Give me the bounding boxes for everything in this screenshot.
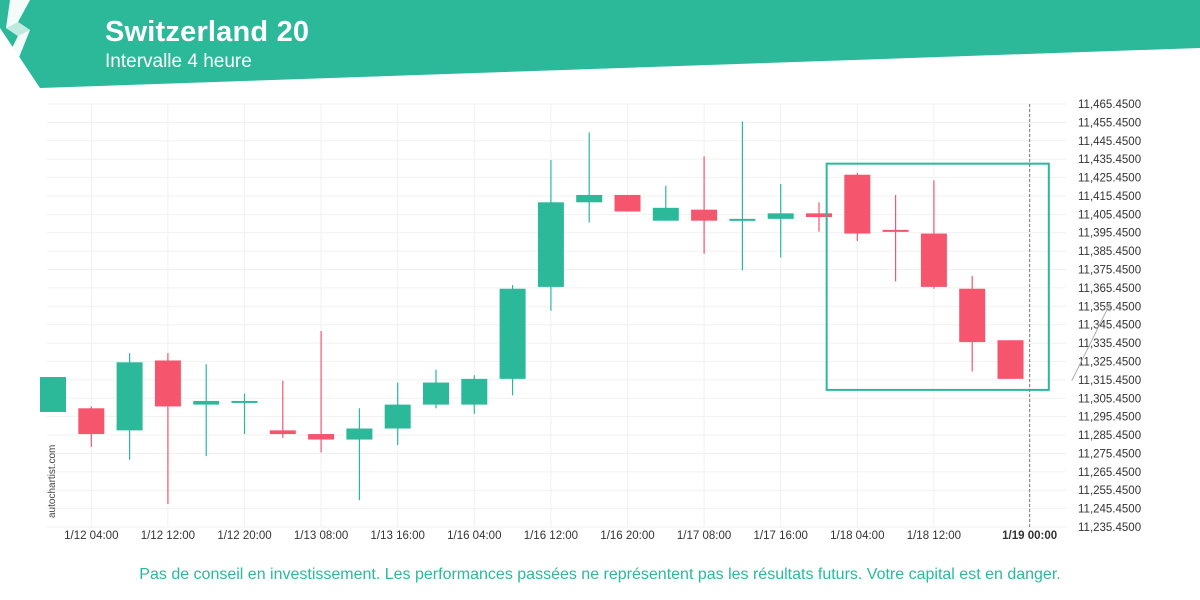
candle-body	[806, 213, 832, 218]
candle-body	[116, 362, 143, 431]
candle-body	[154, 360, 181, 407]
y-tick-label: 11,315.4500	[1078, 375, 1141, 387]
x-tick-label: 1/13 16:00	[371, 530, 425, 542]
y-tick-label: 11,275.4500	[1078, 448, 1141, 460]
candle-body	[882, 229, 909, 232]
y-tick-label: 11,255.4500	[1078, 485, 1141, 497]
candle-body	[691, 209, 718, 221]
y-tick-label: 11,325.4500	[1078, 356, 1141, 368]
y-tick-label: 11,245.4500	[1078, 504, 1141, 516]
x-tick-label: 1/16 12:00	[524, 530, 578, 542]
x-tick-label: 1/16 20:00	[600, 530, 654, 542]
candle-body	[997, 340, 1024, 379]
y-tick-label: 11,395.4500	[1078, 228, 1141, 240]
y-tick-label: 11,335.4500	[1078, 338, 1141, 350]
projection-arrow-line	[1071, 303, 1111, 381]
header-background	[0, 0, 1200, 88]
candle-body	[308, 434, 335, 440]
y-tick-label: 11,295.4500	[1078, 412, 1141, 424]
candle-body	[767, 213, 794, 219]
y-tick-label: 11,435.4500	[1078, 154, 1141, 166]
y-tick-label: 11,445.4500	[1078, 136, 1141, 148]
y-tick-label: 11,455.4500	[1078, 117, 1141, 129]
x-tick-label: 1/17 16:00	[754, 530, 808, 542]
autochartist-logo-icon	[6, 0, 30, 60]
header-banner: Switzerland 20 Intervalle 4 heure	[0, 0, 1200, 90]
y-tick-label: 11,285.4500	[1078, 430, 1141, 442]
y-tick-label: 11,415.4500	[1078, 191, 1141, 203]
candle-body	[269, 430, 296, 435]
y-tick-label: 11,385.4500	[1078, 246, 1141, 258]
candle-body	[384, 404, 411, 429]
candle-body	[461, 378, 488, 405]
candle-body	[576, 194, 603, 203]
candle-body	[920, 233, 947, 287]
candle-body	[844, 174, 871, 234]
x-tick-label: 1/19 00:00	[1002, 530, 1057, 542]
candle-body	[193, 400, 220, 405]
chart-subtitle: Intervalle 4 heure	[105, 51, 252, 72]
candle-body	[231, 400, 258, 403]
x-tick-label: 1/12 20:00	[217, 530, 271, 542]
candle-body	[652, 207, 679, 221]
y-tick-label: 11,365.4500	[1078, 283, 1141, 295]
y-tick-label: 11,465.4500	[1078, 99, 1141, 111]
y-tick-label: 11,305.4500	[1078, 393, 1141, 405]
candle-body	[78, 408, 105, 435]
watermark: autochartist.com	[47, 444, 58, 518]
candle-body	[40, 377, 66, 412]
x-tick-label: 1/18 04:00	[830, 530, 884, 542]
y-tick-label: 11,265.4500	[1078, 467, 1141, 479]
y-tick-label: 11,405.4500	[1078, 209, 1141, 221]
y-tick-label: 11,375.4500	[1078, 265, 1141, 277]
x-tick-label: 1/16 04:00	[447, 530, 501, 542]
x-tick-label: 1/17 08:00	[677, 530, 731, 542]
candle-body	[423, 382, 449, 405]
candle-body	[499, 288, 526, 379]
candle-body	[729, 218, 756, 221]
candlestick-chart: 11,465.4500 11,455.4500 11,445.4500 11,435.…	[40, 99, 1141, 542]
disclaimer: Pas de conseil en investissement. Les pe…	[139, 566, 1061, 583]
candle-body	[959, 288, 986, 343]
chart-title: Switzerland 20	[105, 16, 310, 48]
x-tick-label: 1/12 04:00	[64, 530, 118, 542]
projection-arrow-head	[1103, 302, 1111, 312]
candle-body	[346, 428, 373, 440]
pattern-box	[825, 162, 1050, 391]
x-tick-label: 1/13 08:00	[294, 530, 348, 542]
y-tick-label: 11,425.4500	[1078, 173, 1141, 185]
x-tick-label: 1/12 12:00	[141, 530, 195, 542]
x-tick-label: 1/18 12:00	[907, 530, 961, 542]
candle-body	[537, 202, 564, 287]
y-tick-label: 11,345.4500	[1078, 320, 1141, 332]
candle-body	[614, 194, 641, 212]
y-tick-label: 11,235.4500	[1078, 522, 1141, 534]
